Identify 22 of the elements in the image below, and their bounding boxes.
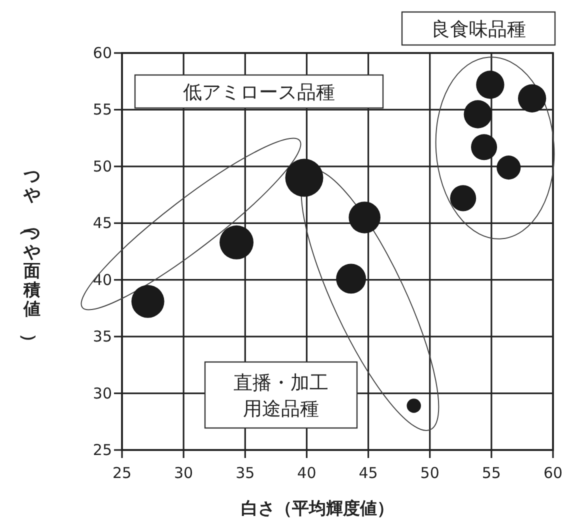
y-tick-label: 50 xyxy=(92,157,112,176)
annotation: 低アミロース品種 xyxy=(183,82,335,104)
y-tick-label: 60 xyxy=(92,44,112,62)
x-tick-label: 35 xyxy=(236,464,255,482)
annotation: 直播・加工用途品種 xyxy=(234,372,328,420)
x-tick-label: 60 xyxy=(543,464,563,482)
x-axis-title: 白さ（平均輝度値） xyxy=(241,499,394,519)
x-tick-label: 50 xyxy=(420,464,440,482)
x-tick-label: 45 xyxy=(358,464,378,482)
annotation: 良食味品種 xyxy=(401,11,556,46)
y-tick-label: 35 xyxy=(92,328,112,346)
annotation: 直播・加工用途品種 xyxy=(204,361,358,429)
x-tick-label: 55 xyxy=(482,464,501,482)
y-tick-label: 25 xyxy=(92,441,112,459)
x-tick-label: 25 xyxy=(112,464,132,482)
x-tick-label: 40 xyxy=(297,464,316,482)
y-tick-label: 40 xyxy=(92,270,112,289)
annotation: 低アミロース品種 xyxy=(134,74,384,109)
y-tick-label: 55 xyxy=(92,100,112,119)
x-tick-label: 30 xyxy=(174,464,194,482)
y-tick-label: 45 xyxy=(92,214,112,232)
y-tick-label: 30 xyxy=(92,384,112,402)
